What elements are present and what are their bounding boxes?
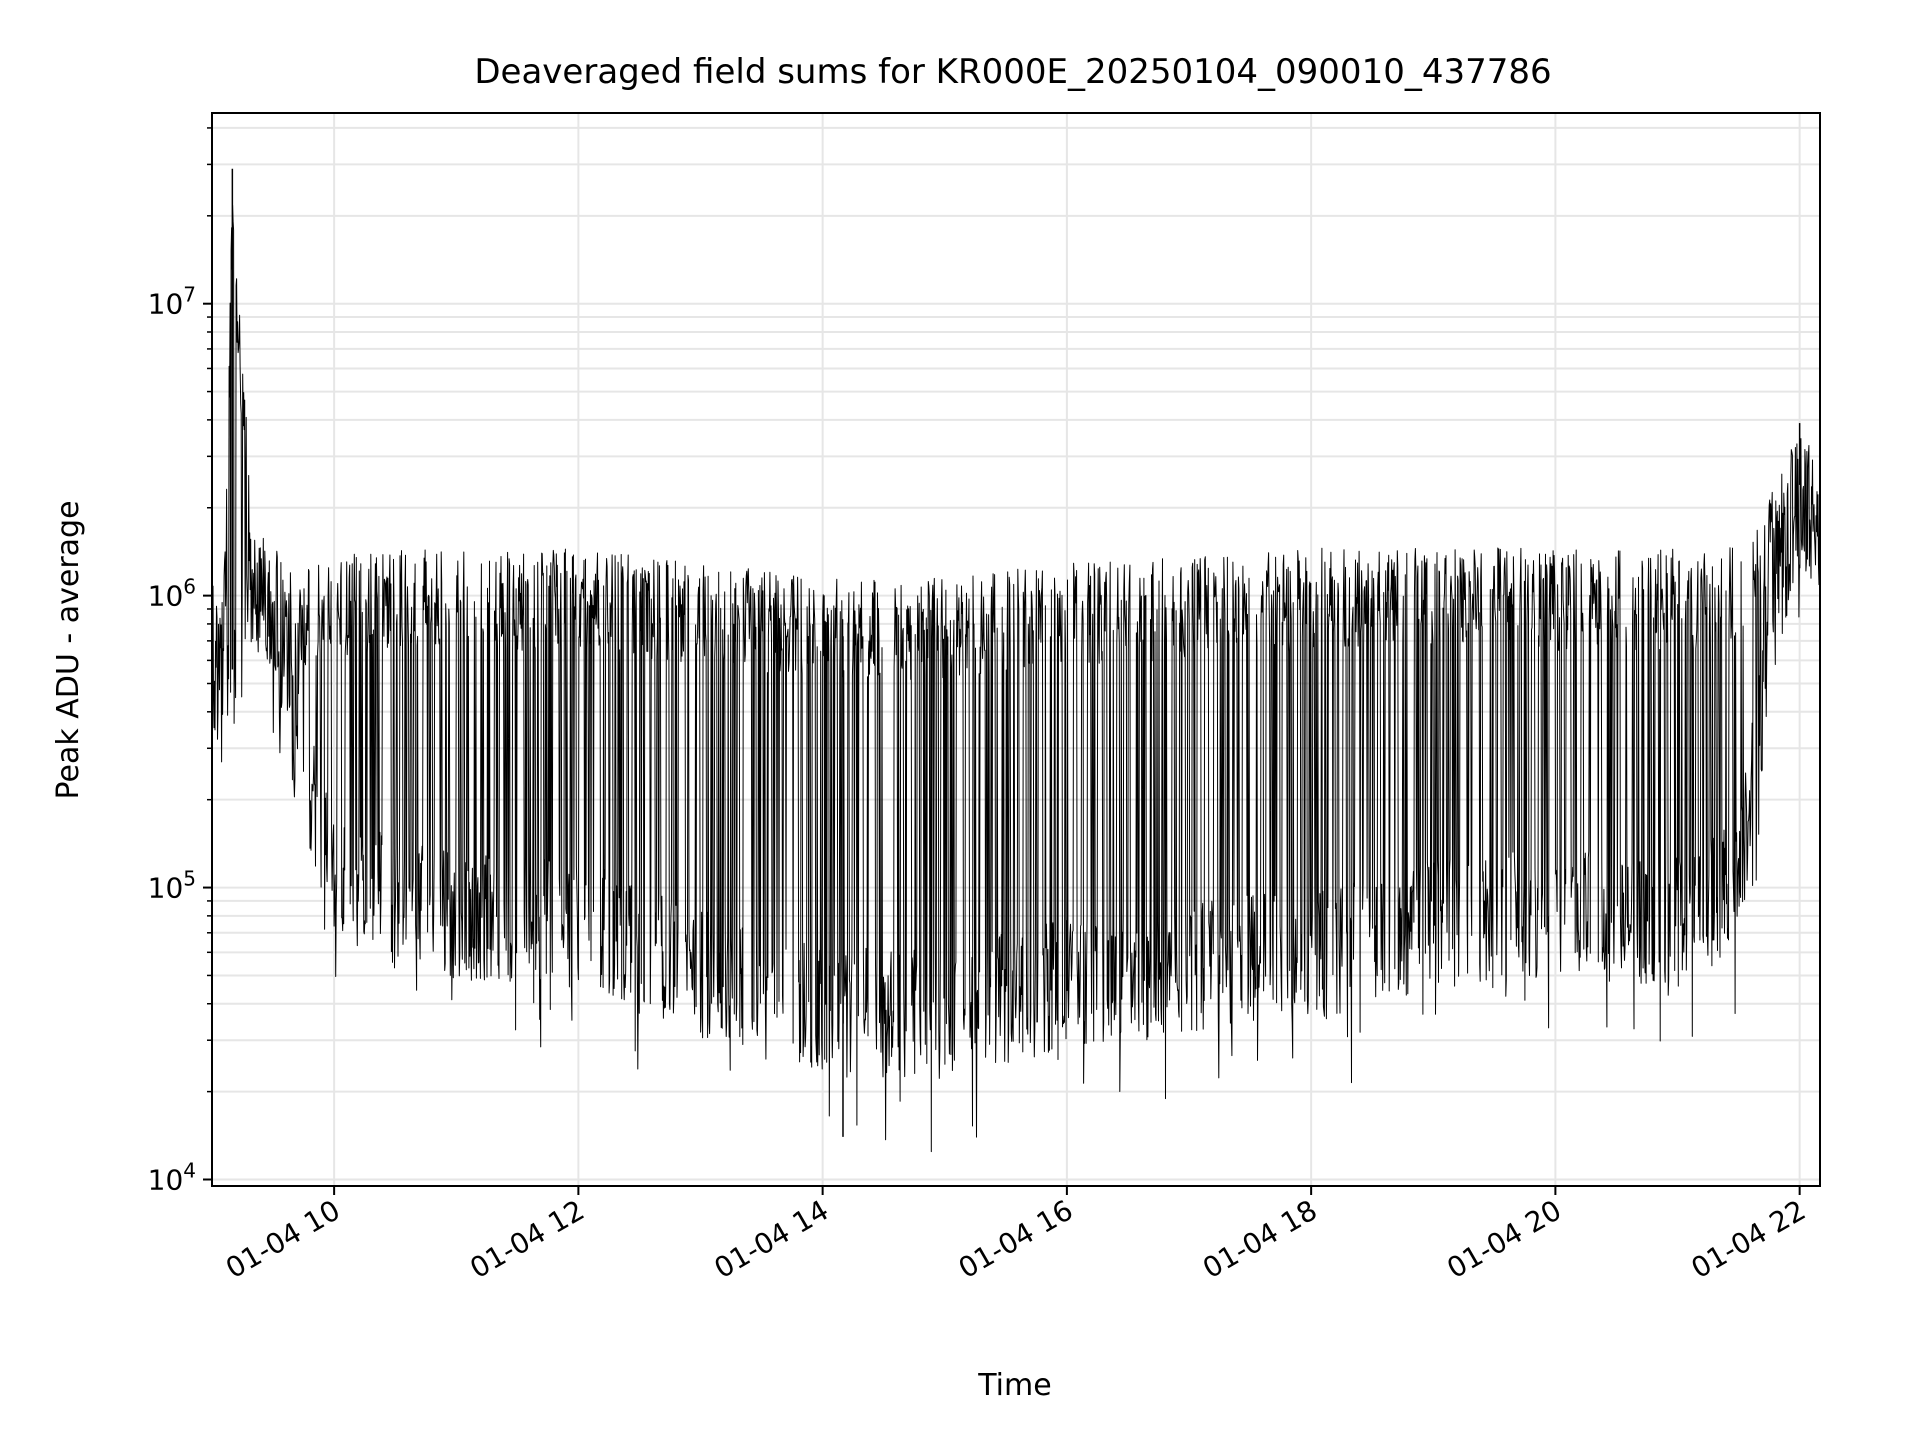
x-tick-label: 01-04 16 (953, 1193, 1079, 1285)
x-tick-label: 01-04 12 (464, 1193, 590, 1285)
x-tick-label: 01-04 18 (1197, 1193, 1323, 1285)
y-axis: 104 105 106 107 (148, 127, 212, 1196)
y-tick-label: 107 (148, 283, 196, 321)
y-tick-label: 104 (148, 1158, 196, 1196)
x-axis-title: Time (977, 1368, 1051, 1403)
grid (212, 113, 1820, 1186)
chart-title: Deaveraged field sums for KR000E_2025010… (474, 52, 1551, 92)
x-tick-label: 01-04 22 (1686, 1193, 1812, 1285)
series-line (211, 204, 1821, 1153)
x-tick-label: 01-04 10 (220, 1193, 346, 1285)
y-tick-label: 105 (148, 867, 196, 905)
data-layer (211, 168, 1821, 1153)
x-tick-label: 01-04 20 (1441, 1193, 1567, 1285)
y-axis-title: Peak ADU - average (51, 500, 86, 799)
y-tick-label: 106 (148, 575, 196, 613)
x-axis: 01-04 10 01-04 12 01-04 14 01-04 16 01-04 18… (220, 1186, 1811, 1285)
plot-frame (211, 112, 1821, 1187)
x-tick-label: 01-04 14 (709, 1193, 835, 1285)
